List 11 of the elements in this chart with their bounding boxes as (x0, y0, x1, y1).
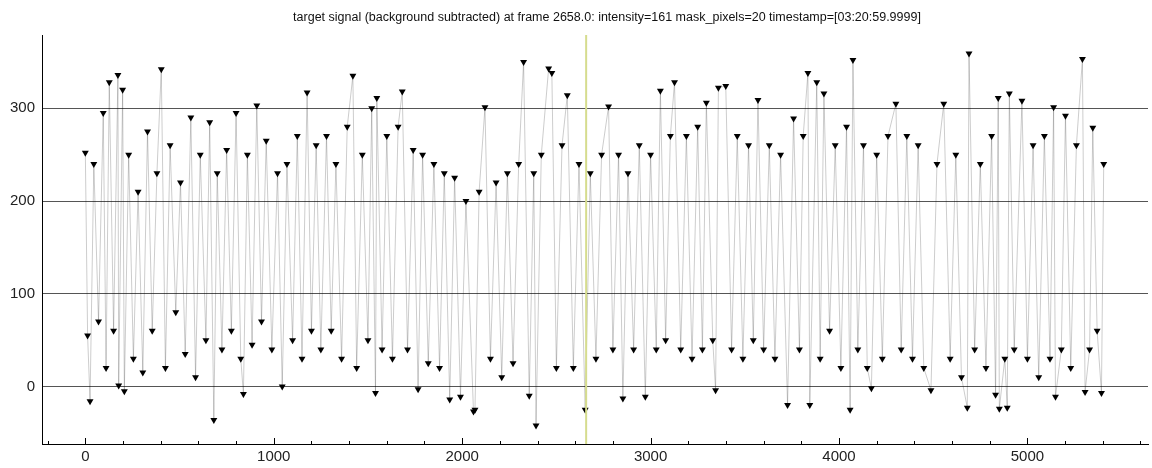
y-tick-label: 100 (9, 283, 35, 301)
x-tick-label: 0 (81, 447, 90, 465)
y-tick-label: 0 (26, 376, 35, 394)
x-tick-label: 4000 (822, 447, 856, 465)
x-tick-label: 2000 (445, 447, 479, 465)
x-tick-label: 5000 (1010, 447, 1045, 465)
y-tick-label: 200 (9, 191, 35, 209)
y-tick-label: 300 (9, 98, 35, 116)
chart-title: target signal (background subtracted) at frame 2658.0: intensity=161 mask_pixels=20 timestamp=[03:20:59.9999] (293, 10, 921, 25)
x-tick-label: 3000 (633, 447, 668, 465)
x-tick-label: 1000 (257, 447, 291, 465)
